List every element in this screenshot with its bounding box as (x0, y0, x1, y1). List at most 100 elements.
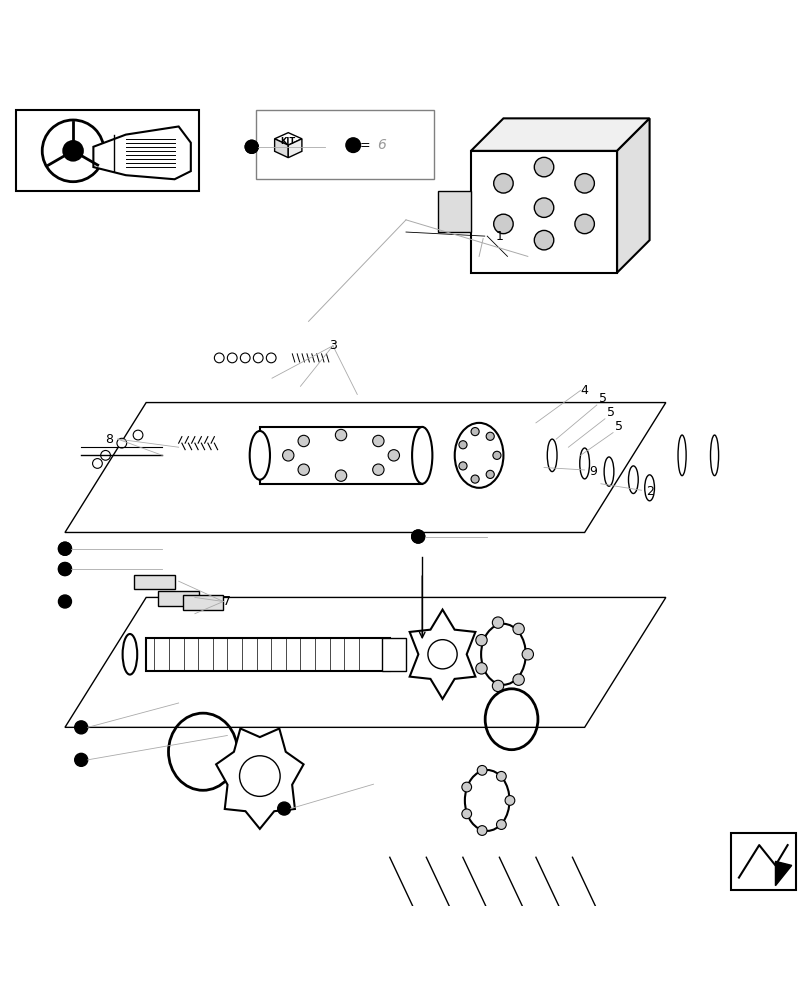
Ellipse shape (547, 439, 556, 472)
Polygon shape (470, 118, 649, 151)
Circle shape (253, 353, 263, 363)
Circle shape (491, 680, 503, 692)
Ellipse shape (464, 770, 508, 831)
Ellipse shape (249, 431, 269, 480)
Circle shape (266, 353, 276, 363)
Circle shape (277, 802, 290, 815)
Ellipse shape (480, 624, 526, 685)
Circle shape (458, 462, 466, 470)
Text: 5: 5 (598, 392, 606, 405)
Text: 3: 3 (328, 339, 337, 352)
Circle shape (345, 138, 360, 152)
Text: 8: 8 (105, 433, 114, 446)
Circle shape (486, 470, 494, 478)
Circle shape (484, 989, 497, 1000)
Ellipse shape (677, 435, 685, 476)
Circle shape (534, 157, 553, 177)
Circle shape (496, 820, 505, 829)
Circle shape (486, 432, 494, 440)
Circle shape (298, 464, 309, 475)
Circle shape (240, 353, 250, 363)
Bar (16, 110, 199, 191)
Circle shape (513, 674, 524, 685)
Polygon shape (288, 139, 302, 158)
Ellipse shape (411, 427, 431, 484)
Ellipse shape (579, 448, 589, 479)
Polygon shape (775, 861, 791, 886)
Ellipse shape (454, 423, 503, 488)
Circle shape (574, 174, 594, 193)
Circle shape (75, 721, 88, 734)
Circle shape (42, 120, 104, 182)
Circle shape (493, 214, 513, 234)
Circle shape (58, 563, 71, 576)
Circle shape (92, 459, 102, 468)
Circle shape (411, 530, 424, 543)
Circle shape (491, 617, 503, 628)
Circle shape (477, 826, 487, 835)
Circle shape (513, 623, 524, 635)
Polygon shape (274, 139, 288, 158)
Circle shape (458, 441, 466, 449)
Polygon shape (182, 595, 223, 610)
Circle shape (58, 542, 71, 555)
Circle shape (574, 214, 594, 234)
Circle shape (239, 756, 280, 796)
Circle shape (521, 649, 533, 660)
Circle shape (594, 989, 607, 1000)
Circle shape (245, 140, 258, 153)
Circle shape (214, 353, 224, 363)
Circle shape (227, 353, 237, 363)
Polygon shape (158, 591, 199, 606)
Circle shape (470, 428, 478, 436)
Ellipse shape (603, 457, 613, 486)
Text: KIT: KIT (281, 137, 295, 146)
Circle shape (75, 753, 88, 766)
Text: =: = (359, 139, 371, 152)
Circle shape (245, 140, 258, 153)
Bar (730, 833, 795, 890)
Polygon shape (410, 610, 474, 699)
Circle shape (534, 198, 553, 217)
Circle shape (335, 470, 346, 481)
Ellipse shape (644, 475, 654, 501)
Circle shape (427, 640, 457, 669)
Text: 1: 1 (495, 230, 503, 243)
Circle shape (372, 435, 384, 447)
Polygon shape (260, 427, 422, 484)
Polygon shape (470, 151, 616, 273)
Circle shape (493, 174, 513, 193)
Circle shape (470, 475, 478, 483)
Ellipse shape (628, 466, 637, 494)
Circle shape (448, 989, 461, 1000)
Circle shape (534, 230, 553, 250)
Circle shape (411, 530, 424, 543)
Circle shape (475, 635, 487, 646)
Text: 7: 7 (223, 595, 231, 608)
Circle shape (557, 989, 570, 1000)
Circle shape (63, 141, 83, 161)
Polygon shape (616, 118, 649, 273)
Circle shape (58, 595, 71, 608)
Circle shape (496, 771, 505, 781)
Circle shape (335, 429, 346, 441)
Polygon shape (381, 638, 406, 671)
Circle shape (477, 765, 487, 775)
Circle shape (521, 989, 534, 1000)
Text: 9: 9 (588, 465, 596, 478)
Circle shape (475, 663, 487, 674)
Circle shape (492, 451, 500, 459)
Circle shape (117, 438, 127, 448)
Circle shape (630, 989, 643, 1000)
Circle shape (101, 450, 110, 460)
Polygon shape (216, 729, 303, 829)
Circle shape (298, 435, 309, 447)
Circle shape (388, 450, 399, 461)
Polygon shape (93, 126, 191, 179)
Text: 5: 5 (606, 406, 614, 419)
Text: 2: 2 (645, 485, 653, 498)
Polygon shape (146, 638, 389, 671)
Circle shape (372, 464, 384, 475)
Polygon shape (134, 575, 174, 589)
Circle shape (461, 782, 471, 792)
